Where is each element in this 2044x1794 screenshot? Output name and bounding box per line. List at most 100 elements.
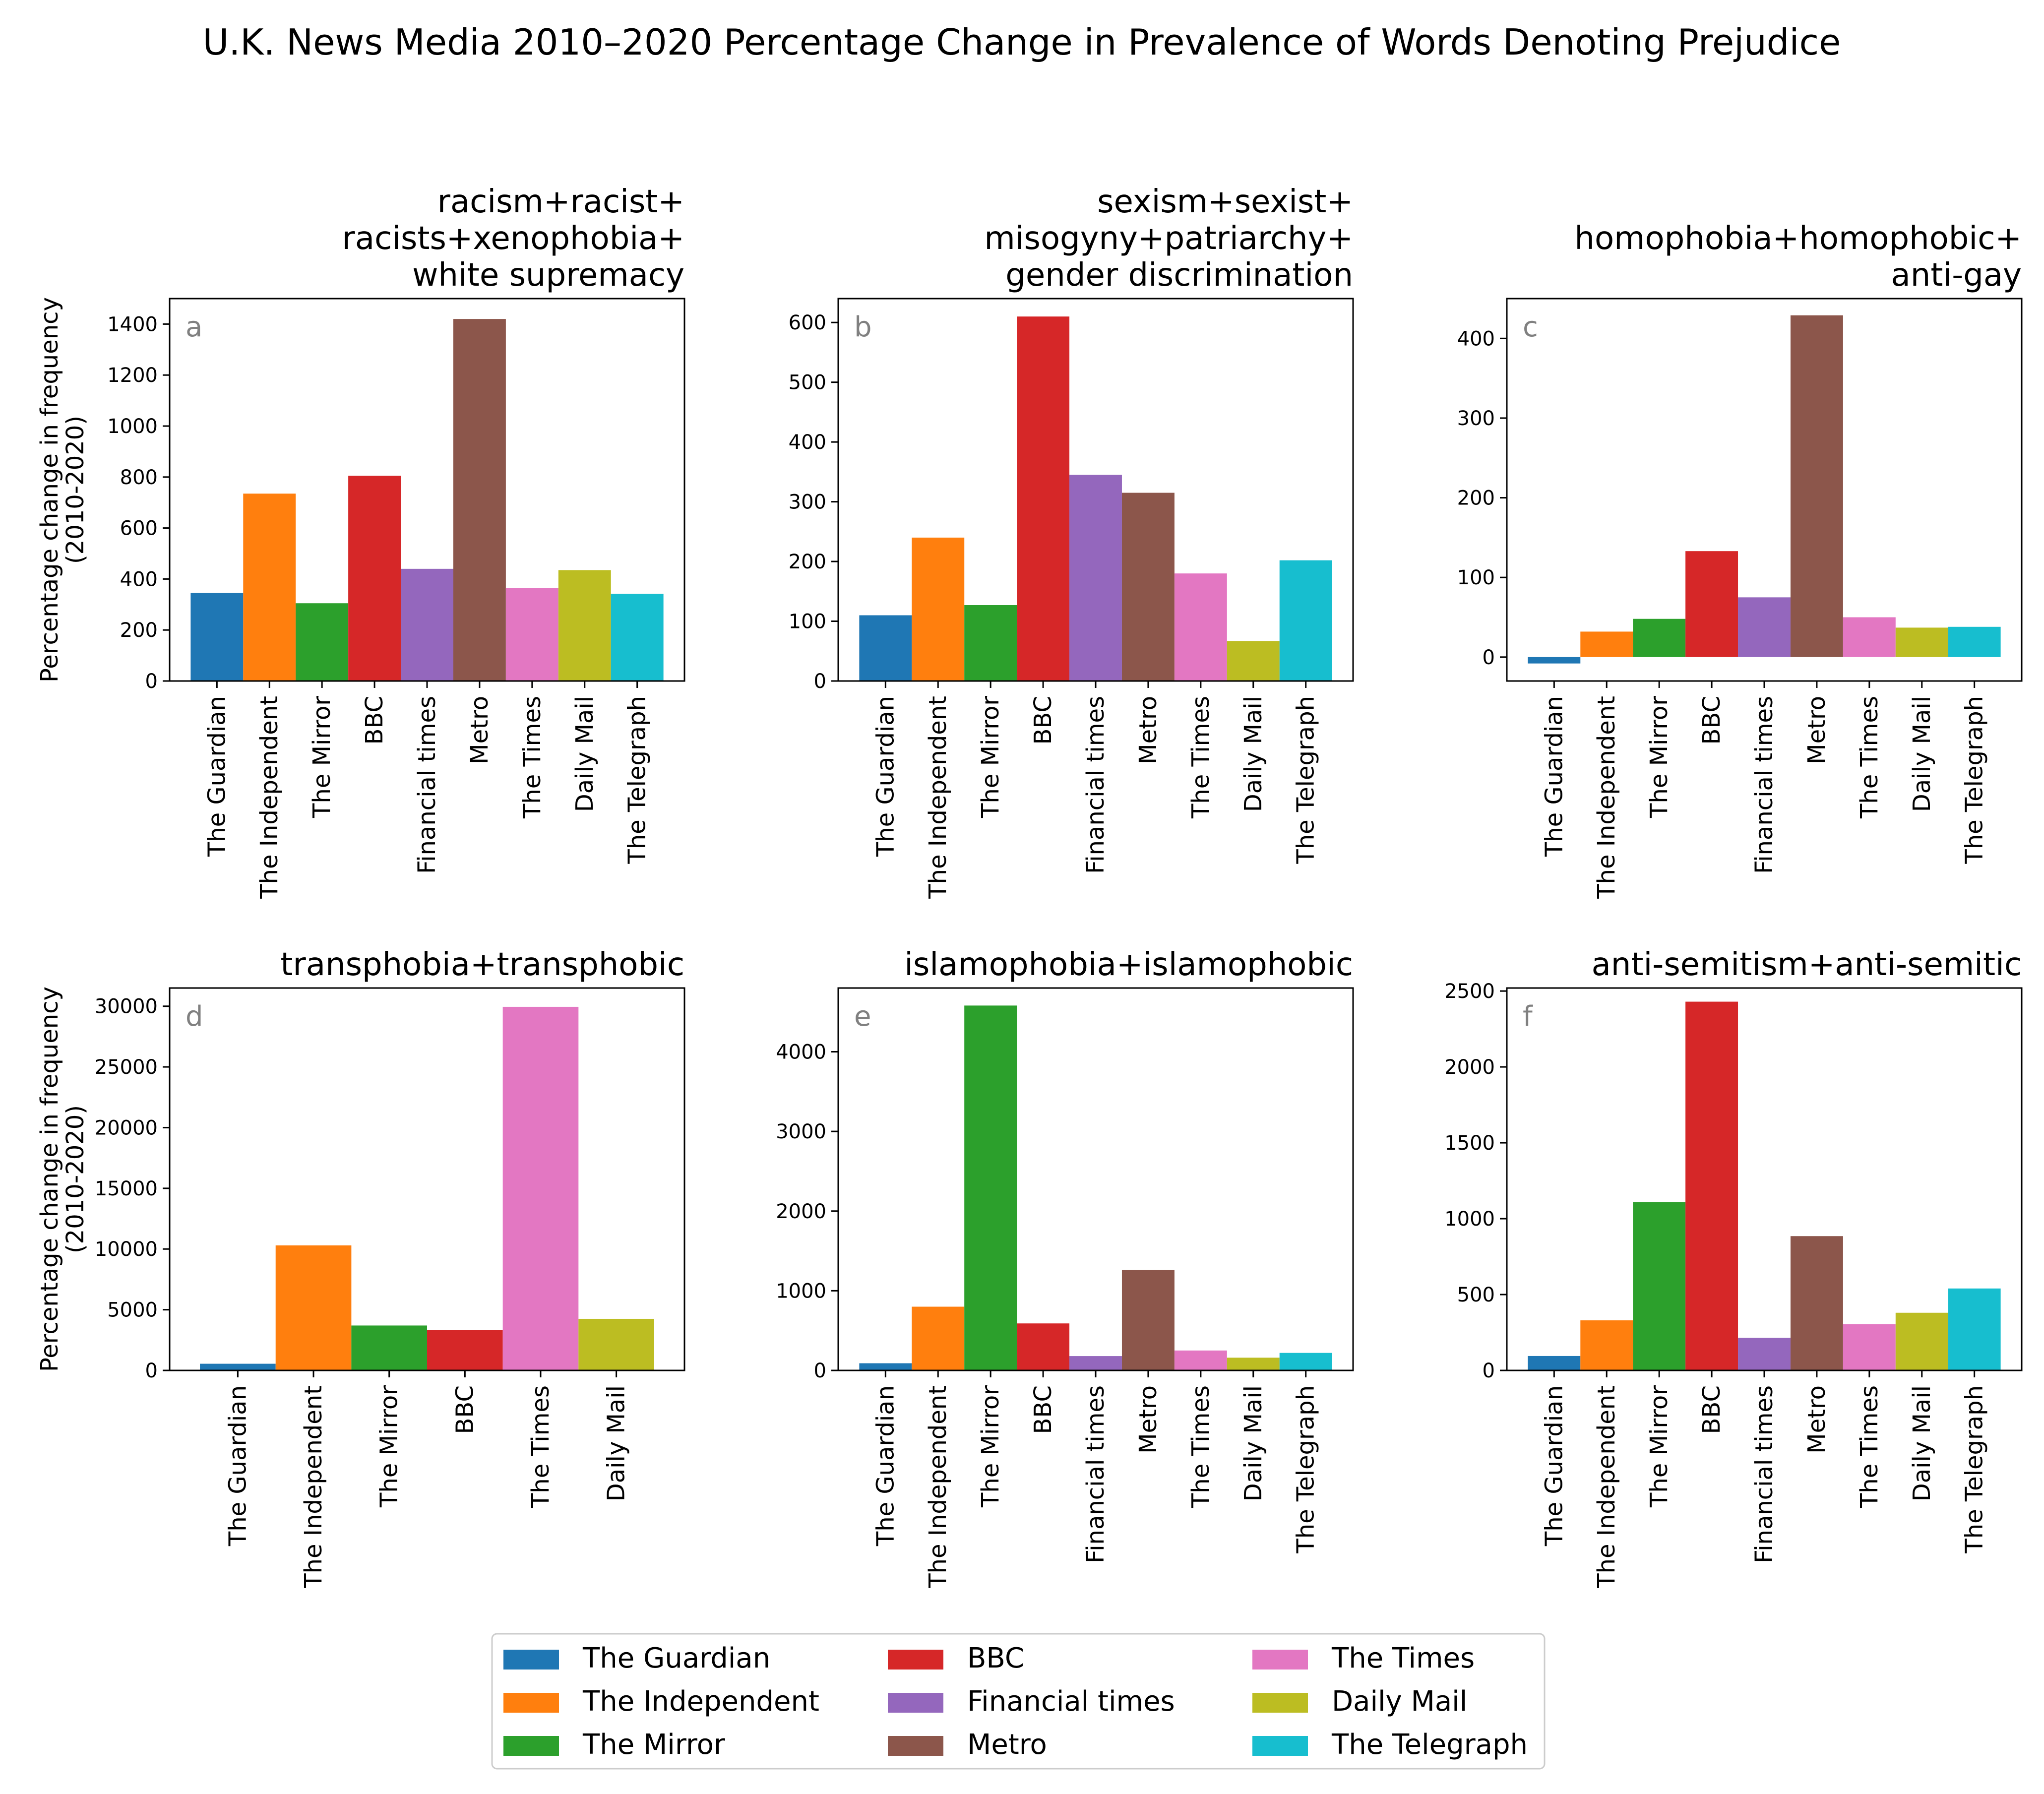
x-tick-label: The Guardian xyxy=(224,1385,251,1547)
bar-the-guardian xyxy=(200,1363,276,1370)
y-tick-label: 2000 xyxy=(1444,1056,1495,1079)
bar-the-times xyxy=(505,588,558,681)
x-tick-label: Daily Mail xyxy=(603,1385,630,1501)
x-tick-label: The Mirror xyxy=(375,1385,403,1508)
legend-label: Daily Mail xyxy=(1332,1685,1467,1718)
subplot-title: gender discrimination xyxy=(1005,257,1353,294)
y-tick-label: 20000 xyxy=(95,1116,158,1139)
x-tick-label: The Guardian xyxy=(1540,696,1568,857)
bar-the-telegraph xyxy=(611,594,664,681)
y-axis-label: Percentage change in frequency xyxy=(36,297,63,682)
x-tick-label: The Independent xyxy=(924,1385,952,1589)
x-tick-label: Daily Mail xyxy=(1239,696,1267,812)
legend-item: The Times xyxy=(1252,1642,1475,1674)
y-tick-label: 500 xyxy=(789,371,826,394)
legend-item: The Mirror xyxy=(503,1729,726,1761)
subplot-title: islamophobia+islamophobic xyxy=(904,946,1353,983)
x-tick-label: Metro xyxy=(1803,1385,1831,1454)
bar-the-guardian xyxy=(190,593,244,681)
y-tick-label: 0 xyxy=(1483,1360,1495,1382)
bar-daily-mail xyxy=(1895,1312,1948,1370)
x-tick-label: BBC xyxy=(451,1385,479,1434)
y-tick-label: 500 xyxy=(1457,1284,1495,1306)
legend-item: The Independent xyxy=(503,1685,819,1718)
legend-swatch xyxy=(1252,1736,1308,1756)
panel-letter: a xyxy=(186,311,202,343)
y-tick-label: 400 xyxy=(1457,327,1495,350)
bar-the-times xyxy=(502,1006,579,1370)
legend-swatch xyxy=(888,1736,943,1756)
panel-letter: c xyxy=(1523,311,1538,343)
legend-label: The Independent xyxy=(582,1685,819,1718)
x-tick-label: The Telegraph xyxy=(1961,1385,1988,1554)
bar-the-telegraph xyxy=(1279,560,1332,681)
panel-letter: f xyxy=(1523,1000,1533,1033)
x-tick-label: BBC xyxy=(1698,1385,1726,1434)
x-tick-label: The Independent xyxy=(1593,1385,1620,1589)
bar-the-telegraph xyxy=(1948,1288,2001,1370)
y-tick-label: 3000 xyxy=(776,1120,826,1143)
subplot-title: white supremacy xyxy=(412,257,684,294)
bar-the-mirror xyxy=(1633,619,1686,657)
bar-the-independent xyxy=(1580,631,1633,657)
y-tick-label: 0 xyxy=(814,1360,826,1382)
y-tick-label: 300 xyxy=(1457,407,1495,430)
legend-swatch xyxy=(888,1693,943,1713)
subplot-a: 0 200 400 600 800 1000 1200 1400 The Guardian The… xyxy=(36,184,685,899)
legend-label: The Times xyxy=(1331,1642,1475,1674)
legend: The Guardian The Independent The Mirror BBC… xyxy=(491,1633,1546,1770)
x-tick-label: BBC xyxy=(1698,696,1726,745)
x-tick-label: The Guardian xyxy=(871,696,899,857)
x-tick-label: The Guardian xyxy=(203,696,231,857)
legend-label: The Telegraph xyxy=(1331,1729,1528,1761)
bar-the-independent xyxy=(912,537,965,681)
y-axis-label: Percentage change in frequency xyxy=(36,987,63,1372)
y-tick-label: 30000 xyxy=(95,995,158,1018)
bar-the-guardian xyxy=(859,1363,912,1370)
subplot-title: sexism+sexist+ xyxy=(1097,184,1353,220)
y-tick-label: 0 xyxy=(145,1360,158,1382)
x-tick-label: The Telegraph xyxy=(1961,696,1988,865)
y-tick-label: 25000 xyxy=(95,1056,158,1079)
x-tick-label: The Independent xyxy=(255,696,283,899)
y-tick-label: 4000 xyxy=(776,1041,826,1064)
x-tick-label: The Telegraph xyxy=(623,696,651,865)
y-tick-label: 1000 xyxy=(1444,1208,1495,1231)
subplot-title: anti-gay xyxy=(1891,257,2022,294)
x-tick-label: Daily Mail xyxy=(1908,1385,1936,1501)
bar-the-mirror xyxy=(1633,1202,1686,1370)
y-tick-label: 10000 xyxy=(95,1238,158,1261)
y-tick-label: 300 xyxy=(789,491,826,514)
y-axis-label: (2010-2020) xyxy=(62,1105,89,1253)
x-tick-label: The Telegraph xyxy=(1292,1385,1320,1554)
y-tick-label: 400 xyxy=(789,431,826,454)
bar-the-mirror xyxy=(296,603,349,681)
x-tick-label: Metro xyxy=(1803,696,1831,764)
y-tick-label: 1400 xyxy=(107,313,158,336)
y-tick-label: 800 xyxy=(120,466,158,489)
bar-metro xyxy=(1121,1270,1175,1370)
x-tick-label: The Times xyxy=(1187,1385,1215,1508)
x-tick-label: The Times xyxy=(1187,696,1215,819)
bar-bbc xyxy=(348,476,401,681)
x-tick-label: The Times xyxy=(1856,696,1883,819)
x-tick-label: Metro xyxy=(1134,696,1162,764)
y-tick-label: 600 xyxy=(120,517,158,540)
y-tick-label: 15000 xyxy=(95,1177,158,1200)
legend-swatch xyxy=(503,1736,559,1756)
subplot-e: 0 1000 2000 3000 4000 The Guardian The Indepen… xyxy=(776,946,1354,1589)
legend-item: Financial times xyxy=(888,1685,1175,1718)
y-tick-label: 1000 xyxy=(107,415,158,438)
subplot-d: 0 5000 10000 15000 20000 25000 30000 The Guardi… xyxy=(36,946,685,1589)
y-tick-label: 2000 xyxy=(776,1200,826,1223)
axes-frame xyxy=(169,987,685,1371)
x-tick-label: The Independent xyxy=(300,1385,327,1589)
y-tick-label: 600 xyxy=(789,311,826,334)
x-tick-label: The Guardian xyxy=(871,1385,899,1547)
bar-the-times xyxy=(1174,1350,1227,1370)
x-tick-label: The Times xyxy=(518,696,546,819)
bar-daily-mail xyxy=(1227,641,1280,681)
bar-metro xyxy=(453,319,506,681)
y-tick-label: 1000 xyxy=(776,1280,826,1302)
